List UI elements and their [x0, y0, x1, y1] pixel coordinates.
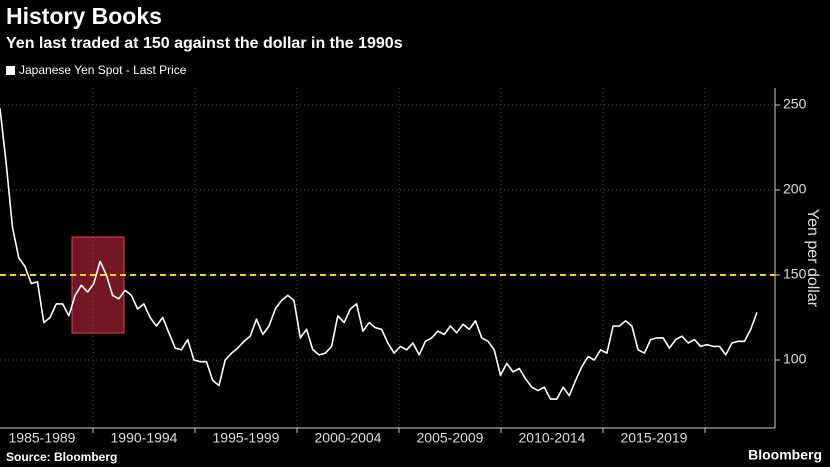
legend-label: Japanese Yen Spot - Last Price [19, 63, 187, 77]
chart-title: History Books [6, 3, 162, 29]
y-tick-label: 200 [783, 181, 807, 197]
x-tick-label: 2005-2009 [417, 430, 484, 446]
brand: Bloomberg [748, 447, 822, 463]
y-tick-label: 250 [783, 96, 807, 112]
series-line [0, 108, 758, 400]
x-tick-label: 2010-2014 [519, 430, 586, 446]
legend-swatch [6, 66, 15, 75]
x-tick-label: 1985-1989 [9, 430, 76, 446]
chart-subtitle: Yen last traded at 150 against the dolla… [6, 35, 403, 52]
x-tick-label: 1995-1999 [213, 430, 280, 446]
y-tick-label: 100 [783, 351, 807, 367]
y-axis-title: Yen per dollar [804, 209, 821, 308]
x-tick-label: 2015-2019 [621, 430, 688, 446]
x-tick-label: 2000-2004 [315, 430, 382, 446]
y-tick-label: 150 [783, 266, 807, 282]
source: Source: Bloomberg [6, 450, 117, 464]
x-tick-label: 1990-1994 [111, 430, 178, 446]
highlight-box [71, 236, 125, 334]
